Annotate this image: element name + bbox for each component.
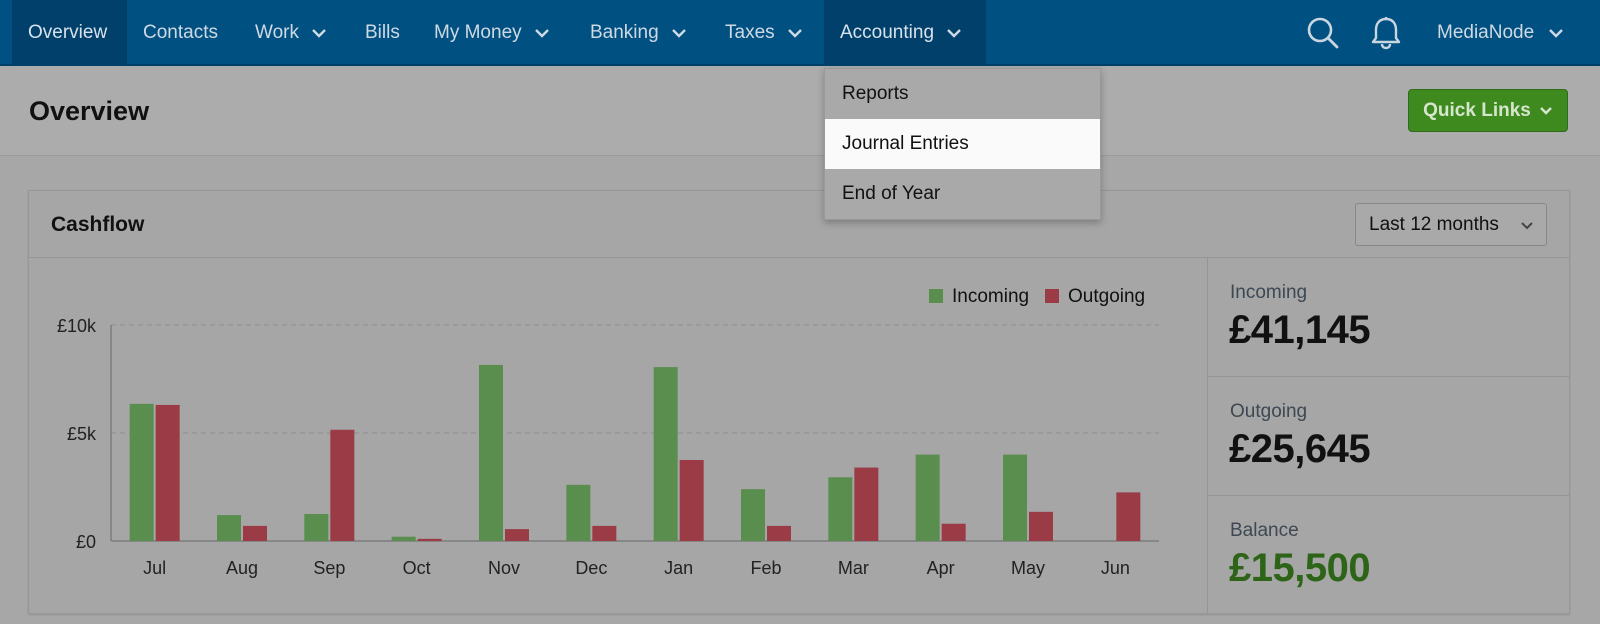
bar-incoming-feb xyxy=(741,489,765,541)
bar-outgoing-dec xyxy=(592,525,617,541)
bell-icon[interactable] xyxy=(1370,16,1402,55)
user-menu[interactable]: MediaNode xyxy=(1437,0,1564,66)
stat-balance-value: £15,500 xyxy=(1229,546,1371,590)
period-select-value: Last 12 months xyxy=(1369,213,1499,235)
bar-incoming-sep xyxy=(304,514,329,541)
x-tick-label: Aug xyxy=(226,558,258,578)
bar-incoming-may xyxy=(1003,454,1027,541)
legend-label-incoming: Incoming xyxy=(952,286,1029,307)
chevron-down-icon xyxy=(671,29,686,38)
page-header xyxy=(0,66,1600,156)
menu-item-end-of-year[interactable]: End of Year xyxy=(842,183,941,204)
nav-item-label: Accounting xyxy=(840,22,935,43)
legend-swatch-outgoing xyxy=(1045,289,1059,303)
x-tick-label: Jul xyxy=(143,558,166,578)
bar-incoming-oct xyxy=(391,536,416,541)
chevron-down-icon xyxy=(787,29,802,38)
quick-links-button[interactable]: Quick Links xyxy=(1408,89,1568,132)
chevron-down-icon xyxy=(312,29,326,38)
x-tick-label: Oct xyxy=(403,558,431,578)
card-header: Cashflow Last 12 months xyxy=(29,191,1569,258)
x-tick-label: Feb xyxy=(750,558,781,578)
nav-item-label: Banking xyxy=(590,22,659,43)
bar-incoming-jul xyxy=(129,403,154,541)
bar-incoming-apr xyxy=(915,454,940,541)
x-tick-label: Jan xyxy=(664,558,693,578)
stat-balance-label: Balance xyxy=(1230,520,1299,541)
x-tick-label: Dec xyxy=(575,558,607,578)
stat-incoming-value: £41,145 xyxy=(1229,308,1371,352)
stat-outgoing-label: Outgoing xyxy=(1230,401,1308,422)
nav-item-bills[interactable]: Bills xyxy=(349,0,418,66)
bar-outgoing-nov xyxy=(505,529,529,541)
chevron-down-icon xyxy=(947,29,961,38)
bar-outgoing-may xyxy=(1029,511,1053,541)
bar-outgoing-jun xyxy=(1116,492,1141,541)
page-title: Overview xyxy=(29,96,150,126)
x-tick-label: May xyxy=(1011,558,1045,578)
stat-balance: Balance £15,500 xyxy=(1208,496,1570,615)
x-tick-label: Sep xyxy=(313,558,345,578)
nav-item-taxes[interactable]: Taxes xyxy=(709,0,824,66)
nav-item-work[interactable]: Work xyxy=(239,0,349,66)
bar-incoming-aug xyxy=(217,515,241,541)
x-tick-label: Nov xyxy=(488,558,520,578)
nav-item-label: Taxes xyxy=(725,22,775,43)
nav-item-my-money[interactable]: My Money xyxy=(418,0,574,66)
bar-outgoing-sep xyxy=(330,429,355,541)
top-nav: Overview Contacts Work Bills My Money Banking… xyxy=(0,0,1600,66)
bar-outgoing-aug xyxy=(243,525,267,541)
y-tick-label: £0 xyxy=(76,532,96,552)
nav-item-label: Contacts xyxy=(143,22,218,43)
nav-item-accounting[interactable]: Accounting xyxy=(824,0,986,66)
legend-swatch-incoming xyxy=(929,289,943,303)
menu-item-journal-entries[interactable]: Journal Entries xyxy=(825,119,1100,169)
nav-item-contacts[interactable]: Contacts xyxy=(127,0,239,66)
accounting-dropdown-menu: Reports Journal Entries End of Year xyxy=(824,68,1101,220)
nav-item-overview[interactable]: Overview xyxy=(12,0,127,66)
cashflow-summary: Incoming £41,145 Outgoing £25,645 Balanc… xyxy=(1207,258,1570,614)
period-select[interactable]: Last 12 months xyxy=(1355,203,1547,246)
y-tick-label: £5k xyxy=(67,424,97,444)
x-tick-label: Mar xyxy=(838,558,869,578)
x-tick-label: Jun xyxy=(1101,558,1130,578)
cashflow-chart: £0 £5k £10k Jul Aug Sep Oct Nov Dec Jan Feb Mar Apr M… xyxy=(29,258,1207,614)
menu-item-reports[interactable]: Reports xyxy=(842,83,909,104)
bar-incoming-dec xyxy=(566,484,591,541)
legend-label-outgoing: Outgoing xyxy=(1068,286,1145,307)
bar-outgoing-oct xyxy=(417,538,442,541)
user-name: MediaNode xyxy=(1437,22,1535,43)
nav-item-banking[interactable]: Banking xyxy=(574,0,709,66)
stat-outgoing: Outgoing £25,645 xyxy=(1208,377,1570,496)
nav-item-label: My Money xyxy=(434,22,522,43)
bar-outgoing-jan xyxy=(679,460,704,541)
cashflow-chart-svg: £0 £5k £10k Jul Aug Sep Oct Nov Dec Jan Feb Mar Apr M… xyxy=(57,286,1159,578)
bar-incoming-mar xyxy=(828,477,853,541)
chevron-down-icon xyxy=(1521,222,1533,230)
chevron-down-icon xyxy=(1539,106,1552,115)
quick-links-label: Quick Links xyxy=(1423,99,1531,121)
nav-item-label: Bills xyxy=(365,22,400,43)
bar-outgoing-mar xyxy=(854,467,879,541)
chevron-down-icon xyxy=(534,29,549,38)
chevron-down-icon xyxy=(1549,29,1564,38)
bar-incoming-nov xyxy=(479,364,503,541)
bar-outgoing-apr xyxy=(941,523,966,541)
stat-incoming-label: Incoming xyxy=(1230,282,1308,303)
bar-outgoing-jul xyxy=(155,404,180,541)
stat-outgoing-value: £25,645 xyxy=(1229,427,1371,471)
y-tick-label: £10k xyxy=(57,316,97,336)
nav-item-label: Work xyxy=(255,22,299,43)
stat-incoming: Incoming £41,145 xyxy=(1208,258,1570,377)
bar-incoming-jan xyxy=(653,367,678,541)
cashflow-card: Cashflow Last 12 months £0 £5k £10k Jul Aug S… xyxy=(28,190,1570,614)
nav-item-label: Overview xyxy=(28,22,108,43)
search-icon[interactable] xyxy=(1306,16,1340,55)
card-title: Cashflow xyxy=(51,213,145,236)
bar-outgoing-feb xyxy=(767,525,791,541)
x-tick-label: Apr xyxy=(927,558,955,578)
